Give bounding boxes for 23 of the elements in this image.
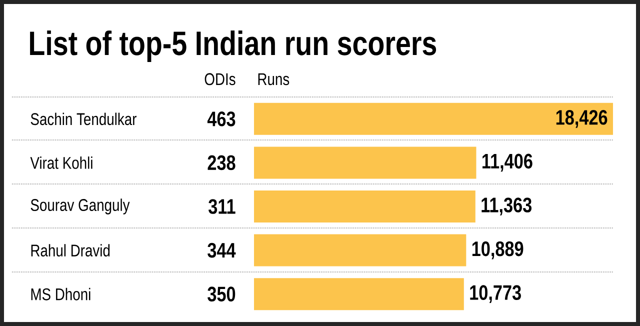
data-label: 10,889 — [472, 241, 524, 260]
text: 350 — [208, 286, 236, 302]
bar — [254, 278, 464, 310]
y-tick-label: MS Dhoni — [31, 288, 90, 300]
bar — [254, 234, 466, 266]
y-tick-label: Rahul Dravid — [31, 244, 110, 257]
text: 238 — [208, 155, 236, 170]
bar — [254, 146, 476, 179]
data-label: 18,426 — [556, 110, 608, 128]
x-axis-title: Runs — [258, 73, 290, 86]
text: 344 — [208, 242, 236, 258]
bar — [254, 102, 614, 135]
y-tick-label: Sourav Ganguly — [30, 198, 130, 214]
y-tick-label: Virat Kohli — [30, 156, 92, 169]
bar — [254, 190, 476, 223]
text: ODIs — [204, 73, 236, 86]
data-label: 10,773 — [470, 285, 521, 304]
text: 311 — [208, 199, 236, 214]
chart-title: List of top-5 Indian run scorers — [30, 30, 436, 62]
text: 463 — [207, 111, 236, 126]
data-label: 11,406 — [482, 154, 532, 172]
data-label: 11,363 — [482, 198, 532, 216]
y-tick-label: Sachin Tendulkar — [30, 112, 136, 126]
